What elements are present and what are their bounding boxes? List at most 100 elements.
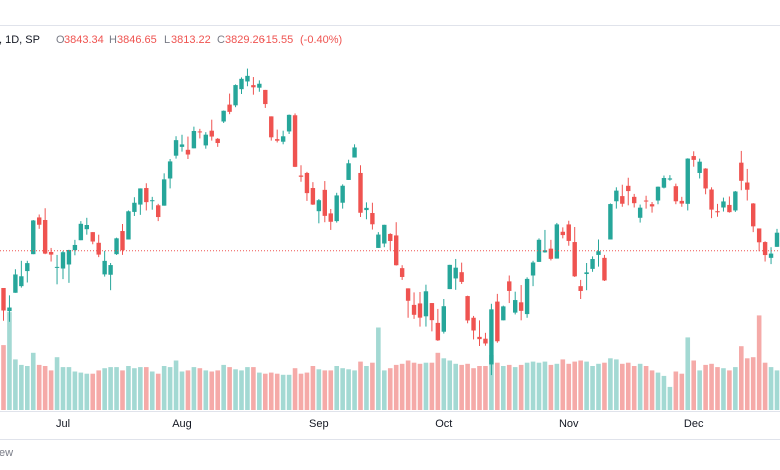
volume-bar: [352, 370, 357, 410]
volume-bar: [750, 357, 756, 410]
candle-body: [25, 263, 30, 272]
volume-bar: [405, 360, 411, 410]
candle-body: [269, 116, 274, 138]
volume-bar: [506, 364, 512, 410]
candle-body: [322, 189, 327, 216]
volume-bar: [465, 363, 470, 410]
volume-bar: [292, 368, 298, 410]
candle-body: [453, 267, 458, 279]
volume-bar: [268, 372, 274, 410]
candle-body: [310, 188, 316, 205]
candle-body: [513, 300, 518, 313]
candle-body: [578, 286, 583, 291]
candle-body: [667, 178, 673, 180]
candle-body: [72, 244, 78, 251]
candle-body: [465, 296, 470, 321]
volume-bar: [614, 359, 619, 410]
volume-bar: [102, 368, 107, 410]
volume-bar: [703, 364, 708, 410]
volume-bar: [382, 370, 387, 410]
volume-bar: [340, 368, 345, 410]
volume-bar: [435, 352, 441, 410]
volume-bar: [328, 370, 334, 410]
volume-bar: [459, 364, 464, 410]
candle-body: [483, 338, 488, 344]
candle-body: [132, 202, 137, 212]
candle-body: [239, 78, 244, 90]
volume-bar: [762, 362, 768, 410]
candle-body: [382, 224, 387, 244]
volume-bar: [667, 386, 673, 410]
volume-bar: [66, 367, 72, 410]
candle-body: [501, 306, 506, 321]
volume-bar: [393, 364, 399, 410]
volume-bar: [215, 370, 220, 410]
candle-body: [263, 89, 268, 105]
candle-body: [84, 225, 89, 230]
candle-body: [703, 168, 708, 189]
close-value: 3829.26: [225, 34, 265, 46]
candle-body: [328, 213, 333, 222]
candle-body: [275, 139, 280, 141]
plot-area: [0, 68, 780, 410]
volume-bar: [625, 362, 631, 410]
volume-bar: [721, 368, 726, 410]
low-value: 3813.22: [171, 34, 211, 46]
volume-bar: [138, 367, 143, 410]
volume-bar: [691, 360, 696, 410]
candle-body: [751, 203, 756, 227]
volume-bar: [364, 366, 369, 410]
volume-bar: [280, 374, 286, 410]
candle-body: [340, 185, 345, 203]
volume-bar: [411, 362, 417, 410]
candle-body: [251, 85, 256, 88]
candle-body: [590, 259, 595, 269]
candle-body: [447, 264, 452, 290]
volume-bar: [251, 367, 256, 410]
volume-bar: [60, 367, 66, 410]
candle-body: [42, 220, 48, 254]
volume-bar: [572, 361, 577, 410]
candle-body: [161, 179, 167, 206]
volume-bar: [96, 370, 101, 410]
candle-body: [637, 207, 643, 218]
volume-bar: [245, 367, 250, 410]
candle-body: [304, 172, 310, 194]
candle-body: [620, 196, 625, 204]
volume-bar: [495, 362, 500, 410]
candle-body: [661, 178, 667, 188]
candle-body: [316, 200, 322, 212]
candle-body: [364, 207, 369, 211]
candle-body: [221, 110, 226, 122]
candle-body: [179, 144, 185, 147]
volume-bar: [560, 359, 566, 410]
candle-body: [709, 189, 714, 210]
candle-body: [388, 233, 393, 241]
volume-bar: [774, 370, 780, 410]
volume-bar: [120, 370, 125, 410]
volume-bar: [155, 373, 161, 410]
volume-bar: [453, 363, 458, 410]
volume-bar: [197, 368, 203, 410]
candle-body: [614, 190, 619, 202]
symbol: , 1D, SP: [0, 34, 40, 46]
x-tick-label: Jul: [56, 418, 70, 430]
candle-body: [31, 220, 36, 255]
candle-body: [191, 131, 197, 149]
volume-bar: [114, 367, 119, 410]
volume-bar: [566, 363, 572, 410]
volume-bar: [310, 366, 316, 410]
volume-bar: [661, 375, 667, 410]
volume-bar: [578, 360, 583, 410]
volume-bar: [590, 366, 595, 410]
close-label: C: [217, 34, 225, 46]
candle-body: [768, 253, 774, 258]
volume-bar: [233, 369, 238, 410]
volume-bar: [36, 364, 42, 410]
volume-bar: [167, 367, 173, 410]
candle-body: [643, 200, 649, 202]
candle-body: [292, 115, 298, 167]
candle-body: [673, 186, 679, 202]
volume-bar: [346, 369, 351, 410]
